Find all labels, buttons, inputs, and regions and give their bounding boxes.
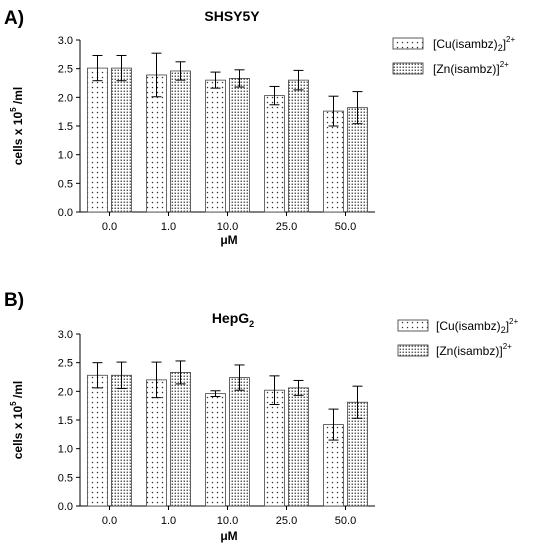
y-axis-title: cells x 105 /ml (9, 381, 25, 460)
legend-label-zn-superscript: 2+ (503, 342, 512, 351)
chart-panel-shsy5y: A) SHSY5Y cells x 105 /ml μM 0.0 0.5 1.0 1.… (4, 8, 515, 247)
y-tick-label: 2.5 (58, 358, 73, 370)
x-tick-label: 50.0 (335, 221, 356, 233)
y-axis-title-main: cells x 10 (11, 406, 25, 460)
legend-label-cu-superscript: 2+ (506, 35, 515, 44)
chart-panel-hepg2: B) HepG2 cells x 105 /ml μM 0.00.51.01.5… (4, 290, 518, 543)
x-tick-label: 10.0 (217, 515, 238, 527)
x-axis-title: μM (220, 529, 237, 543)
legend-item-zn: [Zn(isambz)]2+ (392, 60, 509, 76)
legend-label-cu-subscript: 2 (498, 43, 503, 53)
x-tick-label: 1.0 (161, 515, 176, 527)
x-tick-label: 25.0 (276, 515, 297, 527)
legend-label-cu-pre: [Cu(isambz) (436, 319, 501, 333)
y-tick-label: 0.5 (58, 472, 73, 484)
legend-swatch-cu (397, 319, 429, 332)
bar-cu (87, 374, 108, 507)
legend-item-cu: [Cu(isambz)2]2+ (397, 317, 518, 335)
legend-label-zn: [Zn(isambz)]2+ (433, 60, 509, 76)
y-tick-label: 1.0 (58, 444, 73, 456)
x-tick-label: 1.0 (161, 221, 176, 233)
legend-swatch-zn (392, 62, 424, 75)
y-axis-title-main: cells x 10 (11, 112, 25, 166)
y-tick-label: 3.0 (58, 35, 73, 47)
legend: [Cu(isambz)2]2+ [Zn(isambz)]2+ (397, 317, 518, 358)
chart-title-main: HepG (212, 310, 249, 326)
legend-label-cu-mid: ] (503, 37, 506, 51)
legend-swatch-zn (397, 344, 429, 357)
x-tick-label: 10.0 (217, 221, 238, 233)
legend-label-zn-mid: ] (499, 344, 502, 358)
y-axis-title-unit: /ml (11, 87, 25, 108)
legend-swatch-cu (392, 37, 424, 50)
bar-cu (264, 95, 285, 213)
y-tick-label: 0.0 (58, 207, 73, 219)
legend-label-cu-pre: [Cu(isambz) (433, 37, 498, 51)
legend-label-zn-pre: [Zn(isambz) (433, 62, 496, 76)
x-tick-label: 0.0 (102, 515, 117, 527)
y-tick-label: 2.0 (58, 92, 73, 104)
legend-label-zn-mid: ] (496, 62, 499, 76)
y-tick-label: 1.5 (58, 121, 73, 133)
y-axis-title-superscript: 5 (9, 401, 18, 406)
bar-cu (205, 393, 226, 507)
bar-zn (229, 78, 250, 213)
y-tick-label: 3.0 (58, 329, 73, 341)
legend-item-zn: [Zn(isambz)]2+ (397, 342, 512, 358)
plot-area: 0.0 0.5 1.0 1.5 2.0 2.5 3.0 0.0 1.0 10.0 25.0 50.0 (58, 329, 375, 527)
x-axis-title: μM (220, 233, 237, 247)
bar-cu (264, 389, 285, 507)
bar-cu (87, 67, 108, 213)
legend-label-cu: [Cu(isambz)2]2+ (433, 35, 515, 53)
bar-zn (111, 67, 132, 213)
y-tick-label: 2.5 (58, 64, 73, 76)
bar-zn (170, 372, 191, 507)
bar-zn (288, 387, 309, 507)
legend-item-cu: [Cu(isambz)2]2+ (392, 35, 515, 53)
y-tick-label: 0.5 (58, 178, 73, 190)
y-tick-label: 1.0 (58, 150, 73, 162)
legend-label-cu-subscript: 2 (501, 325, 506, 335)
legend-label-zn-superscript: 2+ (500, 60, 509, 69)
y-tick-label: 1.5 (58, 415, 73, 427)
panel-label: A) (4, 8, 24, 29)
chart-title: HepG2 (212, 310, 254, 329)
bar-cu (146, 379, 167, 507)
plot-area: 0.0 0.5 1.0 1.5 2.0 2.5 3.0 0.0 1.0 10.0 25.0 50.0 (58, 35, 375, 233)
legend-label-cu-mid: ] (506, 319, 509, 333)
legend-label-cu-superscript: 2+ (509, 317, 518, 326)
panel-label: B) (4, 290, 24, 311)
x-tick-label: 0.0 (102, 221, 117, 233)
y-tick-label: 0.0 (58, 501, 73, 513)
legend-label-zn-pre: [Zn(isambz) (436, 344, 499, 358)
chart-title-subscript: 2 (249, 319, 254, 329)
chart-title: SHSY5Y (204, 8, 260, 24)
bar-cu (205, 79, 226, 213)
y-axis-title-superscript: 5 (9, 107, 18, 112)
bar-zn (111, 374, 132, 507)
y-tick-label: 2.0 (58, 386, 73, 398)
legend: [Cu(isambz)2]2+ [Zn(isambz)]2+ (392, 35, 515, 76)
x-tick-label: 50.0 (335, 515, 356, 527)
legend-label-cu: [Cu(isambz)2]2+ (436, 317, 518, 335)
legend-label-zn: [Zn(isambz)]2+ (436, 342, 512, 358)
x-tick-label: 25.0 (276, 221, 297, 233)
y-axis-title: cells x 105 /ml (9, 87, 25, 166)
y-axis-title-unit: /ml (11, 381, 25, 402)
bar-zn (288, 79, 309, 213)
bar-zn (229, 377, 250, 507)
bar-zn (170, 70, 191, 213)
